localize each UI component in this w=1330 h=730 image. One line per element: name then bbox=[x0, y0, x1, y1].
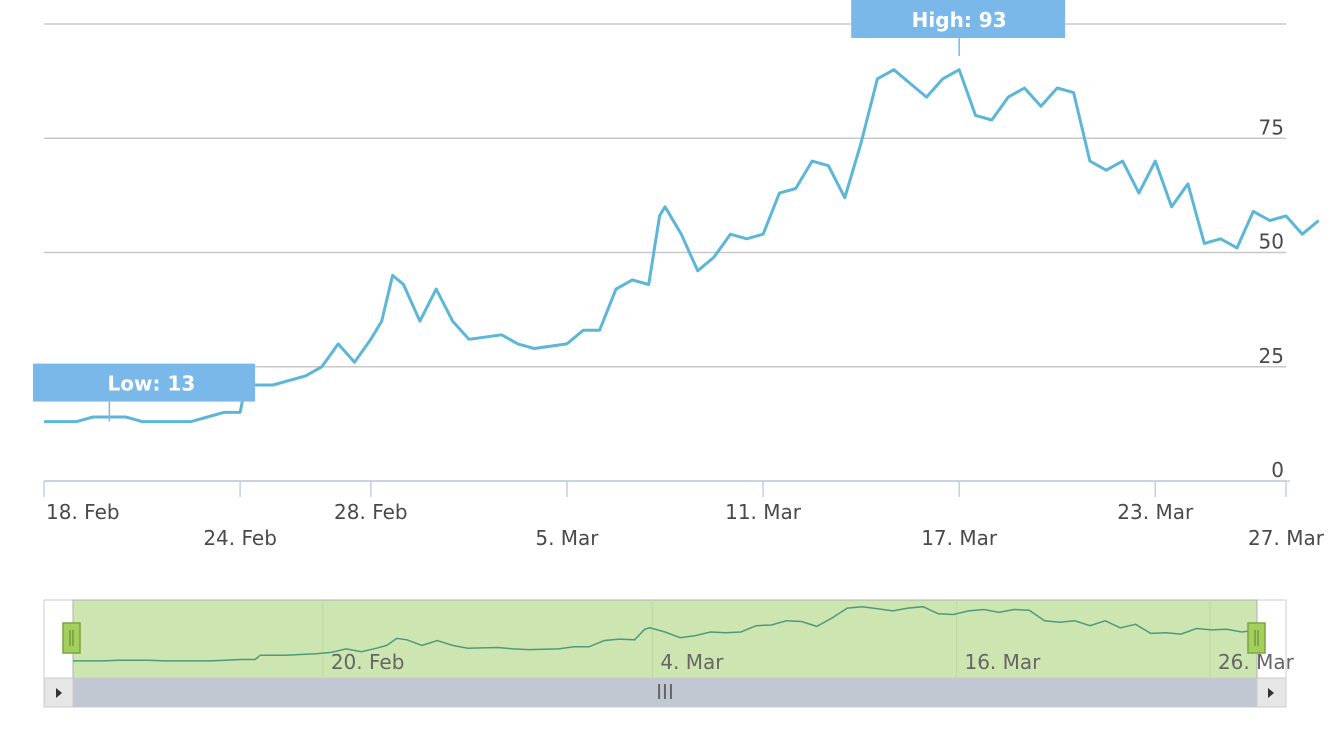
flag-box bbox=[33, 363, 255, 402]
series-layer bbox=[44, 68, 1320, 424]
x-tick-label: 18. Feb bbox=[46, 500, 120, 524]
navigator-label: 16. Mar bbox=[964, 650, 1041, 674]
flag-label: High: 93 bbox=[912, 8, 1007, 32]
y-tick-label: 75 bbox=[1259, 115, 1284, 139]
x-tick-label: 24. Feb bbox=[203, 526, 277, 550]
x-tick-label: 5. Mar bbox=[535, 526, 599, 550]
x-tick-label: 11. Mar bbox=[725, 500, 802, 524]
x-axis: 18. Feb 24. Feb 28. Feb 5. Mar 11. Mar 17. Ma… bbox=[43, 480, 1325, 550]
series-line bbox=[44, 68, 1320, 424]
navigator-series bbox=[73, 605, 1258, 662]
y-tick-label: 25 bbox=[1259, 344, 1284, 368]
navigator-label: 20. Feb bbox=[331, 650, 405, 674]
navigator-label: 4. Mar bbox=[660, 650, 724, 674]
flags: Low: 13 High: 93 bbox=[33, 0, 1066, 422]
flag-box bbox=[851, 0, 1066, 38]
scroll-right-button[interactable] bbox=[1256, 677, 1287, 708]
arrow-right-icon bbox=[1268, 688, 1274, 698]
x-tick-label: 17. Mar bbox=[921, 526, 998, 550]
flag-label: Low: 13 bbox=[107, 372, 195, 396]
arrow-left-icon bbox=[56, 688, 62, 698]
y-axis: 0 25 50 75 bbox=[1259, 115, 1284, 482]
navigator-label: 26. Mar bbox=[1218, 650, 1295, 674]
navigator[interactable]: 20. Feb 4. Mar 16. Mar 26. Mar III bbox=[43, 599, 1295, 708]
x-tick-label: 27. Mar bbox=[1248, 526, 1325, 550]
y-tick-label: 50 bbox=[1259, 230, 1284, 254]
scrollbar-grip: III bbox=[656, 680, 674, 704]
x-tick-label: 28. Feb bbox=[334, 500, 408, 524]
y-tick-label: 0 bbox=[1271, 458, 1284, 482]
navigator-handle-left[interactable] bbox=[62, 622, 81, 654]
scrollbar-thumb[interactable] bbox=[73, 678, 1257, 707]
navigator-handle-right[interactable] bbox=[1247, 622, 1266, 654]
x-tick-label: 23. Mar bbox=[1117, 500, 1194, 524]
